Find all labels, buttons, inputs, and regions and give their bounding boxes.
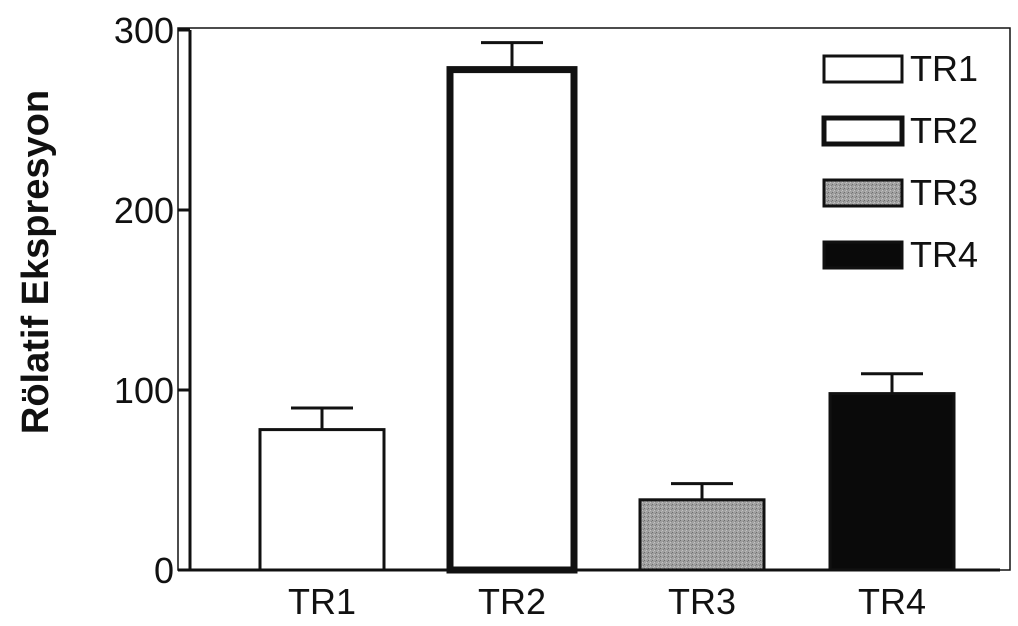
legend-label: TR1 [910, 48, 978, 89]
x-tick-label: TR3 [668, 581, 736, 622]
y-axis-title: Rölatif Ekspresyon [15, 90, 57, 434]
legend-swatch-tr4 [824, 242, 902, 268]
y-tick-label: 300 [114, 10, 174, 51]
y-tick-label: 100 [114, 370, 174, 411]
legend-swatch-tr3 [824, 180, 902, 206]
bar-tr3 [640, 500, 764, 570]
legend-swatch-tr1 [824, 56, 902, 82]
bar-tr2 [450, 70, 574, 570]
y-tick-label: 0 [154, 550, 174, 591]
x-axis: TR1 TR2 TR3 TR4 [190, 570, 1000, 622]
x-tick-label: TR4 [858, 581, 926, 622]
legend-label: TR4 [910, 234, 978, 275]
y-tick-label: 200 [114, 190, 174, 231]
x-tick-label: TR2 [478, 581, 546, 622]
legend: TR1 TR2 TR3 TR4 [824, 48, 978, 275]
x-tick-label: TR1 [288, 581, 356, 622]
legend-label: TR2 [910, 110, 978, 151]
bar-tr4 [830, 394, 954, 570]
legend-label: TR3 [910, 172, 978, 213]
legend-swatch-tr2 [824, 118, 902, 144]
bar-tr1 [260, 430, 384, 570]
